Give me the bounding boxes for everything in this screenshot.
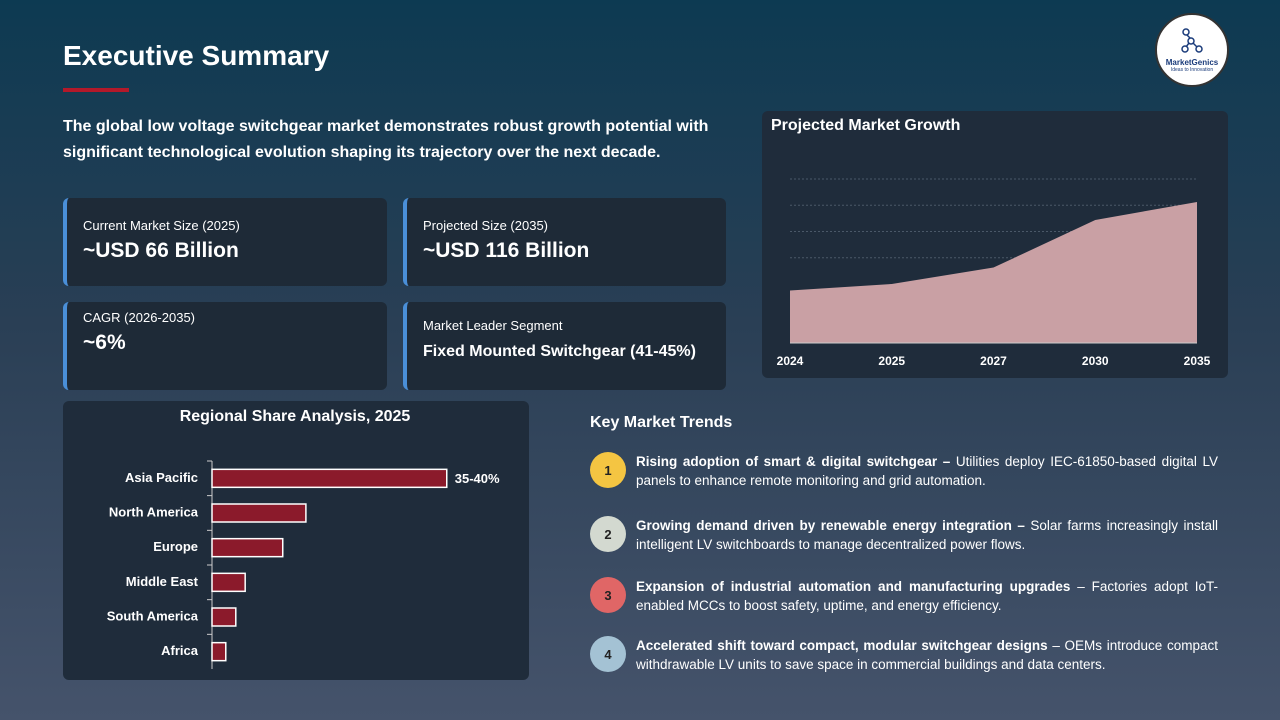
logo-icon [1181,28,1203,53]
trend-heading: Accelerated shift toward compact, modula… [636,638,1048,653]
trend-body: – Factories adopt IoT-enabled MCCs to bo… [636,579,1218,613]
logo-name: MarketGenics [1165,58,1219,67]
trend-body: – OEMs introduce compact withdrawable LV… [636,638,1218,672]
bar [211,537,284,558]
trend-heading: Growing demand driven by renewable energ… [636,518,1025,533]
bar [211,641,227,662]
trend-number: 4 [590,636,626,672]
y-tick-label: South America [107,608,199,623]
trend-heading: Rising adoption of smart & digital switc… [636,454,951,469]
kpi-card: Current Market Size (2025) ~USD 66 Billio… [63,198,387,286]
y-tick-label: Middle East [126,574,199,589]
title: Executive Summary [63,40,330,71]
trend-text: Accelerated shift toward compact, modula… [636,636,1218,674]
y-tick-label: Asia Pacific [125,470,198,485]
kpi-value: ~USD 116 Billion [423,239,590,262]
area [790,201,1197,343]
kpi-value: Fixed Mounted Switchgear (41-45%) [423,343,696,360]
y-tick-label: Africa [161,643,199,658]
trend-text: Expansion of industrial automation and m… [636,577,1218,615]
intro: The global low voltage switchgear market… [63,118,709,161]
x-tick-label: 2030 [1082,354,1109,368]
kpi-value: ~USD 66 Billion [83,239,239,262]
trend-text: Rising adoption of smart & digital switc… [636,452,1218,490]
bar [211,468,448,489]
trend-heading: Expansion of industrial automation and m… [636,579,1071,594]
x-tick-label: 2035 [1184,354,1211,368]
kpi-card: Market Leader Segment Fixed Mounted Switc… [403,302,726,390]
chart-title: Regional Share Analysis, 2025 [180,408,411,425]
chart-title: Projected Market Growth [771,117,960,134]
trend-item: 2 Growing demand driven by renewable ener… [588,516,1218,554]
x-tick-label: 2025 [878,354,905,368]
data-label: 35-40% [455,471,500,486]
trend-body: Solar farms increasingly install intelli… [636,518,1218,552]
trend-text: Growing demand driven by renewable energ… [636,516,1218,554]
kpi-label: Projected Size (2035) [423,218,549,233]
bar [211,503,307,523]
kpi-label: CAGR (2026-2035) [83,310,195,325]
y-tick-label: North America [109,504,199,519]
area-chart: Projected Market Growth 2024 2025 2027 2030… [762,111,1228,378]
x-tick-label: 2027 [980,354,1007,368]
trend-item: 3 Expansion of industrial automation and … [588,577,1218,615]
bar [211,607,237,627]
kpi-card: CAGR (2026-2035) ~6% [63,302,387,390]
bar [211,572,246,593]
x-tick-label: 2024 [777,354,804,368]
logo-tagline: Ideas to Innovation [1170,67,1214,73]
title-underline [63,88,129,92]
kpi-value: ~6% [83,331,126,354]
logo: MarketGenics Ideas to Innovation [1155,13,1229,87]
trend-number: 1 [590,452,626,488]
trend-body: Utilities deploy IEC-61850-based digital… [636,454,1218,488]
bar-chart: Regional Share Analysis, 2025 Asia Pacif… [63,401,529,680]
kpi-label: Market Leader Segment [423,318,563,333]
y-tick-label: Europe [153,539,198,554]
trend-number: 3 [590,577,626,613]
trends-title: Key Market Trends [590,414,733,431]
trend-item: 4 Accelerated shift toward compact, modul… [588,636,1218,674]
trend-item: 1 Rising adoption of smart & digital swit… [588,452,1218,490]
trend-number: 2 [590,516,626,552]
kpi-card: Projected Size (2035) ~USD 116 Billion [403,198,726,286]
kpi-label: Current Market Size (2025) [83,218,240,233]
